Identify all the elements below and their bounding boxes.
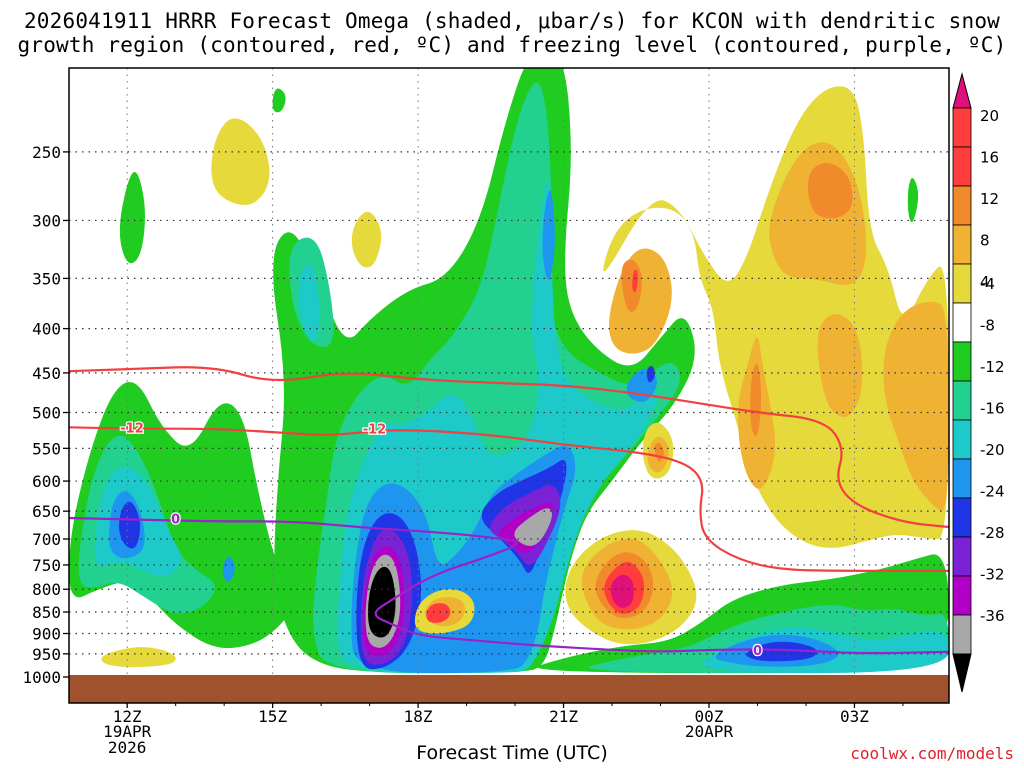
omega-region-grn-2 <box>119 171 145 264</box>
contour-lines <box>69 366 949 655</box>
colorbar-swatch-13 <box>952 614 972 655</box>
omega-region-red-54 <box>632 269 638 293</box>
omega-region-yel-33 <box>351 211 382 268</box>
colorbar-top-arrow <box>952 72 972 109</box>
omega-region-cyn-11 <box>298 264 320 341</box>
freezing-level-contour <box>69 516 949 655</box>
colorbar-label-10: -24 <box>980 483 1005 501</box>
omega-region-blu-24 <box>646 366 655 383</box>
y-tick-label-550: 550 <box>32 439 61 458</box>
x-tick-year-12Z: 2026 <box>108 738 147 757</box>
colorbar-label-13: -36 <box>980 607 1005 625</box>
colorbar-label-12: -32 <box>980 566 1005 584</box>
colorbar-label-5: -4 <box>980 275 995 293</box>
x-axis-title: Forecast Time (UTC) <box>416 742 608 764</box>
x-tick-date-12Z: 19APR <box>103 722 152 741</box>
ground-fill <box>69 675 949 703</box>
colorbar-label-2: 12 <box>980 190 999 208</box>
y-tick-label-800: 800 <box>32 580 61 599</box>
x-tick-date-00Z: 20APR <box>685 722 734 741</box>
dendritic-lower-label-0: -12 <box>120 421 144 436</box>
dendritic-lower-label-1: -12 <box>363 423 387 438</box>
omega-region-blu-23 <box>746 641 818 662</box>
omega-region-yel-34 <box>101 647 176 668</box>
y-tick-label-950: 950 <box>32 645 61 664</box>
credit-text[interactable]: coolwx.com/models <box>850 744 1014 763</box>
y-tick-label-450: 450 <box>32 364 61 383</box>
x-tick-label-21Z: 21Z <box>549 707 578 726</box>
omega-shaded-field <box>69 68 949 674</box>
omega-region-dor-50 <box>750 363 762 437</box>
x-tick-label-15Z: 15Z <box>258 707 287 726</box>
omega-region-grn-4 <box>907 177 919 223</box>
colorbar-label-8: -16 <box>980 400 1005 418</box>
omega-region-red-53 <box>426 603 451 623</box>
omega-region-org-44 <box>817 314 863 417</box>
x-tick-label-12Z: 12Z <box>113 707 142 726</box>
contour-labels: -12 -12 0 0 <box>119 420 763 660</box>
colorbar: 20 16 12 8 4-4 -8 -12 -16 -20 -24 -28 -32 -36 <box>952 72 1005 693</box>
y-tick-label-700: 700 <box>32 530 61 549</box>
omega-region-yel-35 <box>603 86 949 548</box>
colorbar-swatch-6 <box>952 341 972 382</box>
colorbar-label-0: 20 <box>980 107 999 125</box>
omega-region-org-43 <box>883 301 949 512</box>
y-tick-label-500: 500 <box>32 404 61 423</box>
omega-region-blk-31 <box>368 566 396 638</box>
omega-region-dor-48 <box>807 162 853 219</box>
colorbar-swatch-10 <box>952 497 972 538</box>
x-tick-label-00Z: 00Z <box>695 707 724 726</box>
colorbar-label-7: -12 <box>980 358 1005 376</box>
y-tick-label-650: 650 <box>32 502 61 521</box>
colorbar-label-6: -8 <box>980 317 995 335</box>
y-tick-label-1000: 1000 <box>22 668 61 687</box>
omega-region-yel-32 <box>211 118 270 206</box>
dendritic-upper-contour <box>69 366 949 529</box>
y-tick-label-850: 850 <box>32 603 61 622</box>
chart-title-line-1: 2026041911 HRRR Forecast Omega (shaded, … <box>23 9 1001 33</box>
colorbar-bottom-arrow <box>952 653 972 693</box>
omega-region-grn-3 <box>272 88 286 113</box>
y-tick-label-600: 600 <box>32 472 61 491</box>
y-tick-label-250: 250 <box>32 143 61 162</box>
omega-region-gry-30 <box>514 508 552 546</box>
x-tick-label-03Z: 03Z <box>840 707 869 726</box>
colorbar-swatch-5 <box>952 302 972 343</box>
y-axis: 250 300 350 400 450 500 550 600 650 700 750 800 850 9… <box>22 143 69 687</box>
colorbar-swatch-3 <box>952 224 972 265</box>
y-tick-label-900: 900 <box>32 625 61 644</box>
colorbar-swatch-4 <box>952 263 972 304</box>
colorbar-swatch-2 <box>952 185 972 226</box>
y-tick-label-350: 350 <box>32 269 61 288</box>
omega-region-sky-17 <box>542 190 555 280</box>
colorbar-label-9: -20 <box>980 441 1005 459</box>
freezing-level-label-1: 0 <box>753 644 762 659</box>
y-tick-label-750: 750 <box>32 556 61 575</box>
colorbar-label-3: 8 <box>980 232 990 250</box>
chart-title-line-2: growth region (contoured, red, ºC) and f… <box>17 33 1007 57</box>
ground-surface <box>69 675 949 703</box>
colorbar-swatch-11 <box>952 536 972 577</box>
plot-frame <box>68 67 950 704</box>
colorbar-swatch-12 <box>952 575 972 616</box>
colorbar-label-4: 4 <box>980 273 990 291</box>
x-tick-label-18Z: 18Z <box>404 707 433 726</box>
colorbar-swatch-9 <box>952 458 972 499</box>
omega-region-mag-55 <box>610 574 634 608</box>
colorbar-label-1: 16 <box>980 149 999 167</box>
dendritic-lower-contour <box>69 426 949 572</box>
colorbar-swatch-0 <box>952 107 972 148</box>
colorbar-swatch-8 <box>952 419 972 460</box>
freezing-level-label-0: 0 <box>171 513 180 528</box>
y-tick-label-300: 300 <box>32 211 61 230</box>
y-tick-label-400: 400 <box>32 320 61 339</box>
colorbar-swatch-7 <box>952 380 972 421</box>
colorbar-label-11: -28 <box>980 524 1005 542</box>
omega-region-sky-15 <box>222 556 235 582</box>
omega-region-blu-20 <box>118 501 141 549</box>
colorbar-swatch-1 <box>952 146 972 187</box>
